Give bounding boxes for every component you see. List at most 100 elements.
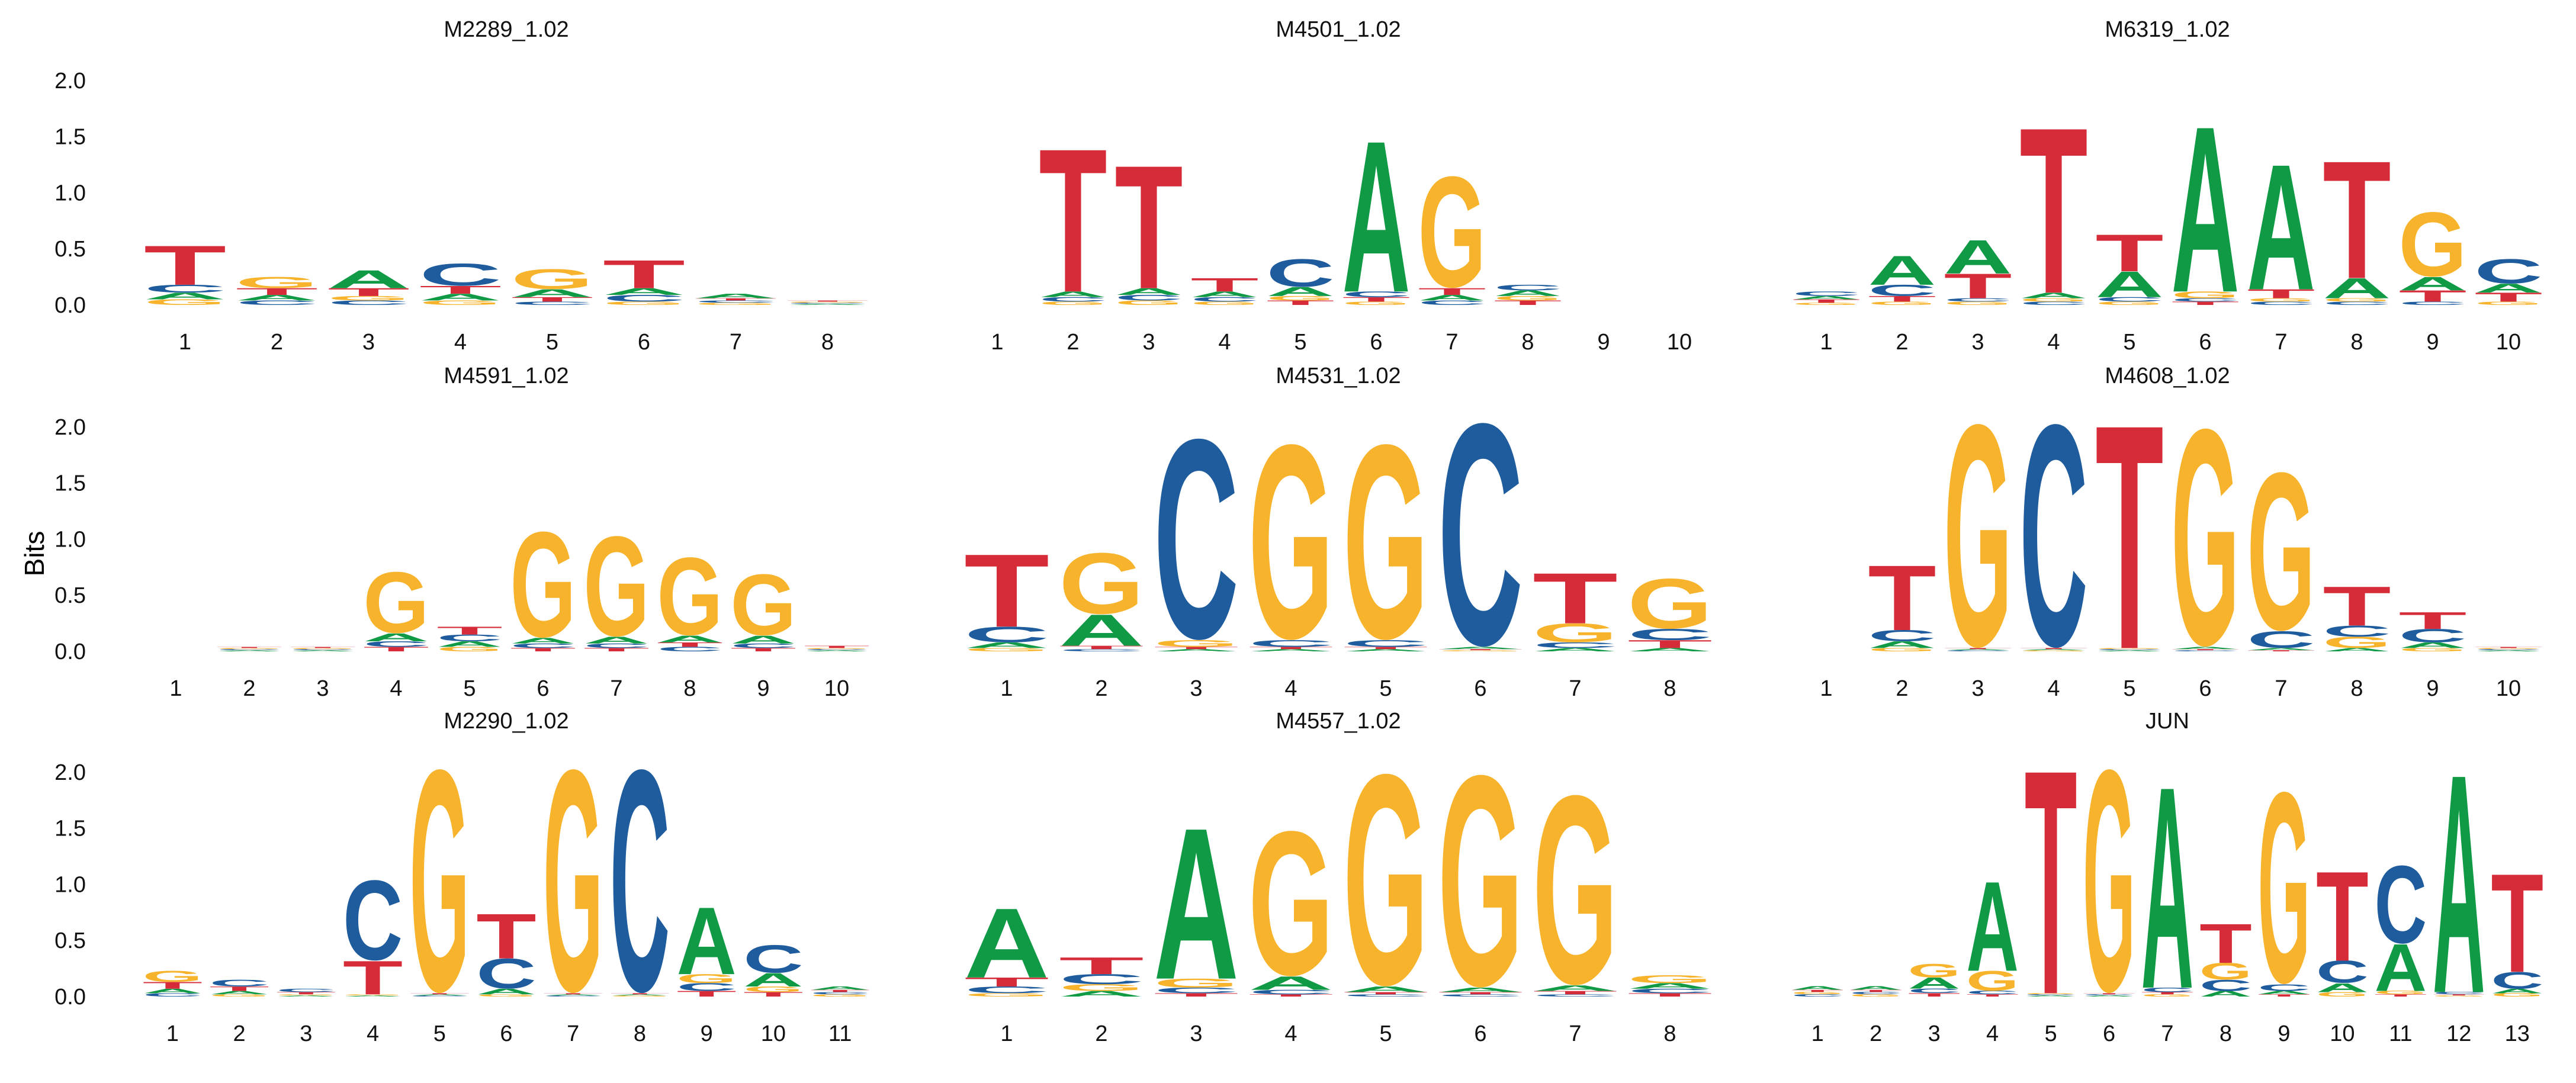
logo-letter-C: C (2247, 626, 2315, 653)
logo-letter-T: T (1154, 646, 1239, 650)
x-tick-label: 4 (1284, 676, 1297, 701)
logo-letter-T: T (1248, 646, 1334, 650)
logo-letter-T: T (1059, 645, 1144, 650)
logo-letter-T: T (2019, 78, 2087, 343)
logo-letter-C: C (964, 622, 1049, 647)
logo-letter-G: G (290, 648, 356, 650)
logo-letter-T: T (1908, 992, 1961, 998)
logo-letter-G: G (1248, 387, 1334, 696)
logo-letter-C: C (419, 257, 502, 293)
logo-letter-C: C (1248, 638, 1334, 649)
x-tick-label: 4 (2047, 676, 2060, 701)
logo-letter-A: A (695, 293, 778, 300)
y-tick-label: 0.5 (54, 928, 86, 953)
logo-letter-C: C (436, 632, 503, 643)
logo-letter-A: A (327, 265, 410, 294)
logo-letter-C: C (2141, 986, 2194, 994)
logo-letter-C: C (2474, 252, 2542, 291)
logo-letter-A: A (2398, 273, 2466, 294)
logo-letter-C: C (1154, 380, 1239, 698)
logo-letter-A: A (2171, 646, 2239, 650)
x-tick-label: 7 (730, 330, 742, 355)
logo-letter-G: G (511, 263, 593, 295)
logo-letter-C: C (1418, 299, 1486, 306)
y-tick-label: 0.5 (54, 237, 86, 262)
logo-letter-A: A (730, 634, 796, 646)
logo-letter-C: C (1533, 994, 1618, 997)
x-tick-label: 8 (1663, 1021, 1676, 1046)
x-tick-label: 2 (1095, 676, 1107, 701)
x-tick-label: 1 (166, 1021, 179, 1046)
logo-letter-C: C (1343, 994, 1428, 997)
logo-letter-A: A (1868, 639, 1936, 650)
logo-letter-G: G (2433, 995, 2485, 997)
logo-letter-T: T (143, 980, 203, 991)
x-tick-label: 7 (567, 1021, 579, 1046)
logo-letter-A: A (2095, 650, 2163, 652)
y-tick-label: 1.5 (54, 471, 86, 496)
logo-letter-A: A (1154, 783, 1239, 1024)
logo-letter-T: T (1039, 106, 1107, 336)
x-tick-label: 5 (463, 676, 476, 701)
logo-letter-A: A (1418, 293, 1486, 302)
logo-letter-G: G (2171, 366, 2239, 710)
logo-letter-A: A (1908, 974, 1961, 992)
logo-letter-C: C (1944, 650, 2012, 652)
logo-letter-A: A (1059, 989, 1144, 998)
logo-letter-G: G (236, 274, 319, 291)
logo-letter-C: C (743, 937, 803, 981)
x-tick-label: 7 (1569, 1021, 1581, 1046)
logo-letter-C: C (583, 642, 650, 650)
logo-letter-T: T (810, 989, 870, 993)
logo-letter-A: A (2375, 931, 2427, 1006)
x-tick-label: 7 (2275, 676, 2287, 701)
logo-letter-G: G (786, 301, 869, 303)
logo-letter-G: G (2398, 647, 2466, 653)
logo-letter-C: C (2095, 296, 2163, 303)
panel-title: M2290_1.02 (444, 709, 568, 734)
logo-letter-G: G (1266, 295, 1334, 302)
x-tick-label: 7 (1569, 676, 1581, 701)
logo-letter-A: A (1266, 284, 1334, 298)
logo-letter-G: G (1343, 711, 1428, 1047)
logo-letter-C: C (1944, 297, 2012, 303)
logo-letter-T: T (2141, 991, 2194, 995)
logo-letter-G: G (1944, 301, 2012, 306)
logo-letter-G: G (2375, 990, 2427, 995)
logo-letter-C: C (2323, 301, 2391, 306)
x-tick-label: 10 (2496, 330, 2521, 355)
logo-letter-T: T (1627, 992, 1713, 998)
logo-letter-G: G (1039, 301, 1107, 306)
logo-letter-A: A (216, 650, 282, 652)
logo-letter-C: C (1533, 641, 1618, 650)
logo-letter-C: C (2258, 982, 2311, 993)
logo-letter-C: C (1627, 988, 1713, 995)
logo-letter-T: T (2474, 290, 2542, 304)
x-tick-label: 10 (1667, 330, 1692, 355)
logo-letter-G: G (1342, 301, 1410, 306)
logo-letter-G: G (1533, 740, 1618, 1040)
logo-letter-A: A (1039, 290, 1107, 299)
y-tick-label: 0.5 (54, 583, 86, 608)
panel-title: M4608_1.02 (2105, 364, 2230, 388)
logo-letter-C: C (603, 293, 686, 304)
logo-letter-T: T (1438, 649, 1523, 651)
logo-letter-T: T (1059, 952, 1144, 979)
logo-letter-C: C (2491, 967, 2543, 994)
logo-letter-A: A (511, 287, 593, 300)
logo-letter-T: T (1627, 638, 1713, 650)
logo-letter-T: T (1343, 646, 1428, 650)
logo-letter-G: G (2199, 959, 2252, 985)
logo-letter-G: G (1944, 359, 2012, 713)
x-tick-label: 7 (2161, 1021, 2173, 1046)
x-tick-label: 4 (390, 676, 402, 701)
logo-letter-C: C (2398, 301, 2466, 306)
logo-letter-G: G (1868, 647, 1936, 653)
x-tick-label: 7 (1446, 330, 1458, 355)
y-tick-label: 1.5 (54, 817, 86, 841)
logo-letter-A: A (2141, 727, 2194, 1049)
x-tick-label: 9 (2426, 330, 2439, 355)
